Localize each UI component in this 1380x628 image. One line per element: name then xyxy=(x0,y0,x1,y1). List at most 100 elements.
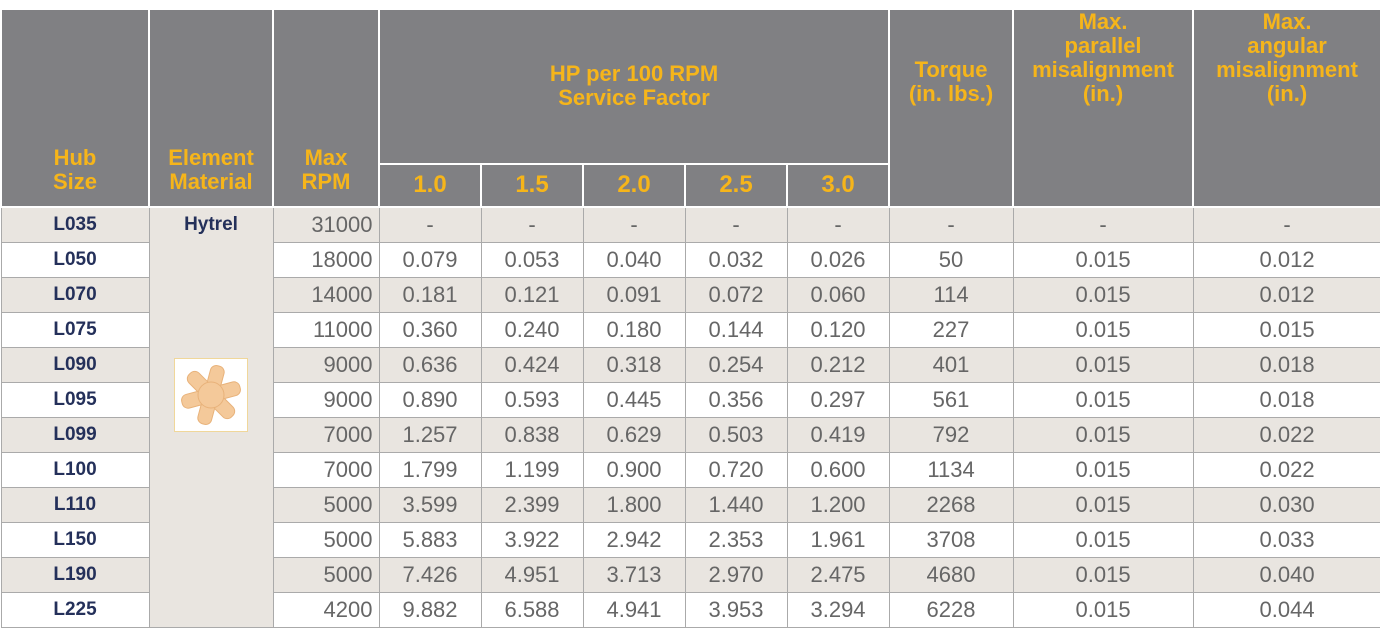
cell-value: - xyxy=(583,207,685,243)
cell-value: - xyxy=(685,207,787,243)
cell-value: 0.120 xyxy=(787,313,889,348)
cell-value: 0.180 xyxy=(583,313,685,348)
cell-value: 0.144 xyxy=(685,313,787,348)
header-line: misalignment xyxy=(1014,58,1192,82)
cell-value: 0.053 xyxy=(481,243,583,278)
cell-value: 2.970 xyxy=(685,558,787,593)
cell-value: 2.942 xyxy=(583,523,685,558)
element-icon xyxy=(174,358,248,432)
cell-value: 1.257 xyxy=(379,418,481,453)
cell-value: 2.353 xyxy=(685,523,787,558)
cell-value: 0.629 xyxy=(583,418,685,453)
cell-value: 4.951 xyxy=(481,558,583,593)
cell-value: 1.440 xyxy=(685,488,787,523)
material-name: Hytrel xyxy=(150,208,273,242)
hub-size: L095 xyxy=(1,383,149,418)
cell-value: 227 xyxy=(889,313,1013,348)
header-line: Hub xyxy=(2,146,148,170)
cell-value: 1.199 xyxy=(481,453,583,488)
cell-value: 0.838 xyxy=(481,418,583,453)
cell-value: 0.044 xyxy=(1193,593,1380,628)
header-line: Max. xyxy=(1194,10,1380,34)
cell-value: 1.799 xyxy=(379,453,481,488)
cell-value: 0.720 xyxy=(685,453,787,488)
cell-value: 0.040 xyxy=(1193,558,1380,593)
header-line: Max xyxy=(274,146,378,170)
cell-value: 6228 xyxy=(889,593,1013,628)
cell-value: 1134 xyxy=(889,453,1013,488)
cell-value: 2.399 xyxy=(481,488,583,523)
cell-value: - xyxy=(1013,207,1193,243)
cell-value: 0.015 xyxy=(1013,418,1193,453)
cell-value: 4680 xyxy=(889,558,1013,593)
cell-value: 0.593 xyxy=(481,383,583,418)
header-line: Service Factor xyxy=(380,86,888,110)
hub-size: L190 xyxy=(1,558,149,593)
cell-value: 7.426 xyxy=(379,558,481,593)
cell-value: 0.254 xyxy=(685,348,787,383)
cell-value: 0.900 xyxy=(583,453,685,488)
cell-value: 0.121 xyxy=(481,278,583,313)
cell-value: 0.015 xyxy=(1013,523,1193,558)
cell-value: 0.079 xyxy=(379,243,481,278)
cell-value: 0.012 xyxy=(1193,278,1380,313)
cell-value: 0.015 xyxy=(1013,593,1193,628)
cell-value: 0.032 xyxy=(685,243,787,278)
cell-value: 0.033 xyxy=(1193,523,1380,558)
cell-value: 14000 xyxy=(273,278,379,313)
cell-value: 0.018 xyxy=(1193,383,1380,418)
cell-value: 792 xyxy=(889,418,1013,453)
cell-value: 0.060 xyxy=(787,278,889,313)
cell-value: 0.445 xyxy=(583,383,685,418)
hub-size: L099 xyxy=(1,418,149,453)
cell-value: 5.883 xyxy=(379,523,481,558)
header-line: Material xyxy=(150,170,272,194)
cell-value: 0.424 xyxy=(481,348,583,383)
cell-value: 0.600 xyxy=(787,453,889,488)
cell-value: 1.800 xyxy=(583,488,685,523)
cell-value: 0.419 xyxy=(787,418,889,453)
cell-value: 7000 xyxy=(273,418,379,453)
cell-value: 0.318 xyxy=(583,348,685,383)
cell-value: 18000 xyxy=(273,243,379,278)
header-line: (in. lbs.) xyxy=(890,82,1012,106)
cell-value: 0.015 xyxy=(1013,348,1193,383)
cell-value: 7000 xyxy=(273,453,379,488)
header-line: Torque xyxy=(890,58,1012,82)
cell-value: 0.015 xyxy=(1013,488,1193,523)
cell-value: 6.588 xyxy=(481,593,583,628)
cell-value: 0.072 xyxy=(685,278,787,313)
header-line: RPM xyxy=(274,170,378,194)
hub-size: L090 xyxy=(1,348,149,383)
cell-value: 5000 xyxy=(273,558,379,593)
header-line: Size xyxy=(2,170,148,194)
service-factor: 3.0 xyxy=(787,164,889,207)
cell-value: 0.022 xyxy=(1193,418,1380,453)
cell-value: 0.503 xyxy=(685,418,787,453)
cell-value: - xyxy=(889,207,1013,243)
cell-value: 3.294 xyxy=(787,593,889,628)
header-line: (in.) xyxy=(1194,82,1380,106)
cell-value: 5000 xyxy=(273,523,379,558)
cell-value: 31000 xyxy=(273,207,379,243)
cell-value: 2.475 xyxy=(787,558,889,593)
hub-size: L100 xyxy=(1,453,149,488)
cell-value: 561 xyxy=(889,383,1013,418)
element-material: Hytrel xyxy=(149,207,273,628)
page: HubSize ElementMaterial MaxRPM HP per 10… xyxy=(0,0,1380,620)
header-angular: Max.angularmisalignment(in.) xyxy=(1193,9,1380,207)
cell-value: 0.212 xyxy=(787,348,889,383)
cell-value: 9.882 xyxy=(379,593,481,628)
cell-value: 0.015 xyxy=(1013,278,1193,313)
cell-value: 0.018 xyxy=(1193,348,1380,383)
cell-value: 0.040 xyxy=(583,243,685,278)
cell-value: 1.200 xyxy=(787,488,889,523)
header-line: parallel xyxy=(1014,34,1192,58)
cell-value: - xyxy=(1193,207,1380,243)
header-line: misalignment xyxy=(1194,58,1380,82)
cell-value: 2268 xyxy=(889,488,1013,523)
